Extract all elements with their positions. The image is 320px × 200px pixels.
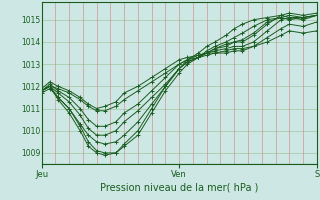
X-axis label: Pression niveau de la mer( hPa ): Pression niveau de la mer( hPa ) [100, 183, 258, 193]
